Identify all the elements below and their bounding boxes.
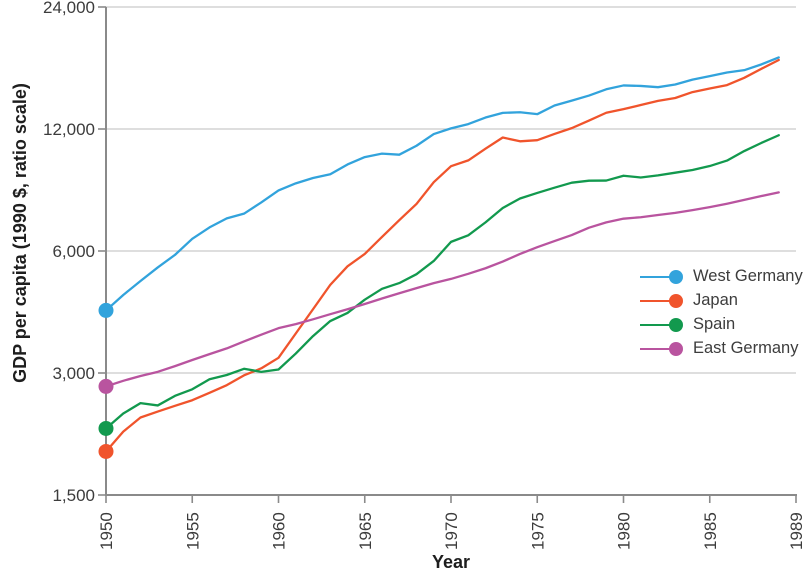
series-start-dot-japan <box>98 443 114 459</box>
series-start-dot-west-germany <box>98 302 114 318</box>
legend-item-spain: Spain <box>640 315 803 334</box>
legend-label: West Germany <box>693 267 803 285</box>
series-line-west-germany <box>104 56 780 312</box>
y-tick-label: 12,000 <box>43 120 95 139</box>
x-tick-label: 1955 <box>183 512 202 550</box>
labels-layer: 24,000 12,000 6,000 3,000 1,500 1950 195… <box>10 0 806 572</box>
series-line-japan <box>104 58 780 453</box>
x-tick-label: 1989 <box>787 512 806 550</box>
y-tick-label: 1,500 <box>52 486 95 505</box>
series-layer <box>98 56 780 459</box>
legend-item-east-germany: East Germany <box>640 339 803 358</box>
legend-line-dot-marker <box>640 269 684 285</box>
legend-line-dot-marker <box>640 293 684 309</box>
legend-item-west-germany: West Germany <box>640 267 803 286</box>
legend-label: East Germany <box>693 339 799 357</box>
legend: West Germany Japan Spain East Germany <box>640 267 803 358</box>
series-line-spain <box>104 134 780 430</box>
series-start-dot-spain <box>98 420 114 436</box>
legend-label: Japan <box>693 291 738 309</box>
gridlines-layer <box>106 6 796 374</box>
x-tick-label: 1985 <box>701 512 720 550</box>
legend-line-dot-marker <box>640 341 684 357</box>
legend-label: Spain <box>693 315 736 333</box>
legend-item-japan: Japan <box>640 291 803 310</box>
legend-line-dot-marker <box>640 317 684 333</box>
x-tick-label: 1965 <box>356 512 375 550</box>
x-tick-label: 1975 <box>528 512 547 550</box>
x-tick-label: 1950 <box>97 512 116 550</box>
x-axis-title: Year <box>432 552 470 572</box>
y-tick-label: 24,000 <box>43 0 95 17</box>
series-start-dot-east-germany <box>98 378 114 394</box>
x-tick-label: 1960 <box>270 512 289 550</box>
y-tick-label: 3,000 <box>52 364 95 383</box>
x-tick-label: 1980 <box>615 512 634 550</box>
series-line-east-germany <box>104 191 780 388</box>
x-tick-label: 1970 <box>442 512 461 550</box>
y-tick-label: 6,000 <box>52 242 95 261</box>
axes-layer <box>98 6 797 503</box>
y-axis-title: GDP per capita (1990 $, ratio scale) <box>10 83 30 383</box>
